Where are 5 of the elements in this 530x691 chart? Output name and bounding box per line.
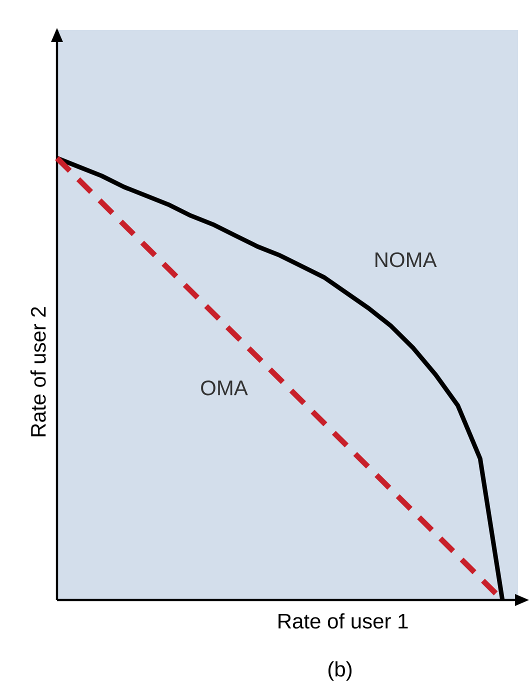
- series-label: OMA: [201, 380, 248, 396]
- text: (b): [328, 661, 352, 681]
- x-axis-title: Rate of user 1: [278, 613, 408, 629]
- y-axis-title: Rate of user 2: [30, 307, 46, 436]
- series-label: NOMA: [376, 252, 437, 268]
